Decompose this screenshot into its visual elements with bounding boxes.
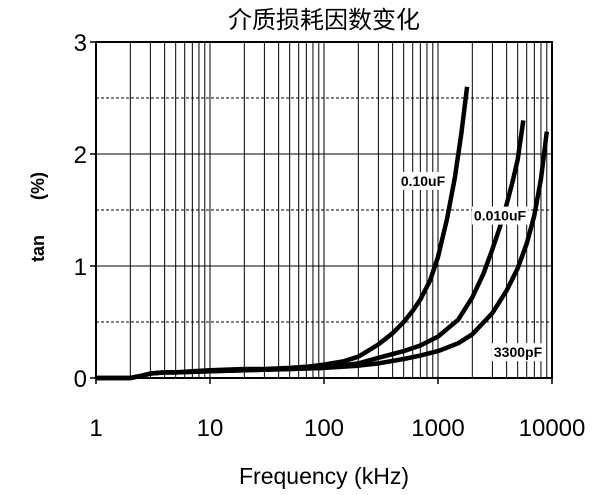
y-tick-label: 3	[74, 30, 87, 57]
series-line-3	[96, 131, 550, 381]
y-tick-label: 1	[74, 254, 87, 281]
y-axis-label: tan (%)	[28, 172, 48, 262]
x-tick-label: 1	[89, 415, 102, 442]
x-tick-label: 10	[197, 415, 224, 442]
series-label-group-1: 0.10uF	[398, 171, 448, 190]
x-axis-label: Frequency (kHz)	[239, 463, 409, 489]
x-tick-label: 1000	[411, 415, 464, 442]
series-label-background	[471, 206, 529, 225]
y-tick-label: 2	[74, 142, 87, 169]
series-label-background	[398, 171, 448, 190]
series-label-1: 0.10uF	[401, 173, 446, 189]
series-label-group-3: 3300pF	[491, 343, 545, 362]
x-tick-label: 100	[304, 415, 344, 442]
series-label-background	[491, 343, 545, 362]
y-tick-label: 0	[74, 366, 87, 393]
series-label-group-2: 0.010uF	[471, 206, 529, 225]
series-labels: 0.10uF 0.010uF 3300pF	[398, 171, 545, 362]
series-label-3: 3300pF	[494, 344, 543, 360]
chart-title: 介质损耗因数变化	[228, 7, 420, 34]
grid	[96, 42, 552, 378]
series-label-2: 0.010uF	[474, 208, 527, 224]
axis-ticks	[90, 41, 553, 384]
x-tick-label: 10000	[519, 415, 586, 442]
